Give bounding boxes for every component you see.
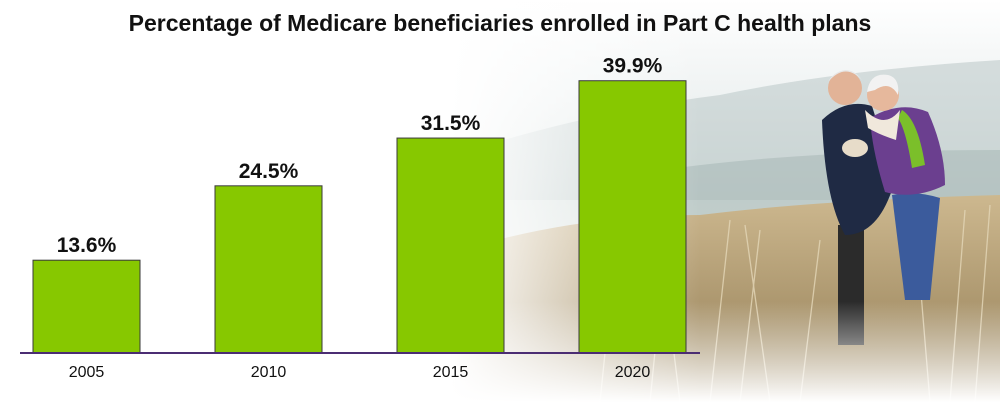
value-labels-group: 13.6% 24.5% 31.5% 39.9% [57,55,663,257]
x-tick-2005: 2005 [69,364,105,381]
bar-2015 [396,137,505,354]
value-label-2020: 39.9% [603,55,663,78]
bar-2020 [578,80,687,354]
bar-2010 [214,185,323,354]
bar-2005 [32,259,141,354]
chart-title: Percentage of Medicare beneficiaries enr… [128,10,872,36]
value-label-2010: 24.5% [239,160,299,183]
x-tick-2020: 2020 [615,364,651,381]
x-tick-2010: 2010 [251,364,287,381]
value-label-2005: 13.6% [57,234,117,257]
value-label-2015: 31.5% [421,112,481,135]
bars-group [32,80,687,354]
x-tick-labels-group: 2005 2010 2015 2020 [69,364,651,381]
x-tick-2015: 2015 [433,364,469,381]
